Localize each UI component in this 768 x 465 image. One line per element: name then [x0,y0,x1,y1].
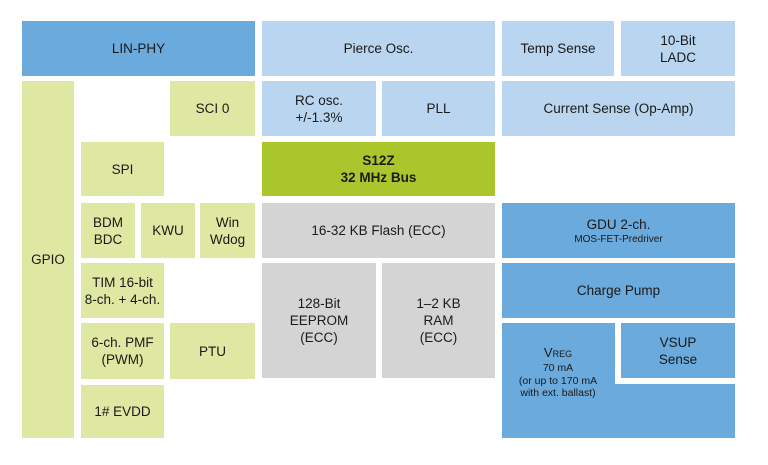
label: Pierce Osc. [343,41,414,56]
evdd-block: 1# EVDD [81,385,164,438]
win-wdog-block: Win Wdog [200,203,255,258]
label: BDC [93,231,123,247]
label: Wdog [209,231,246,247]
gpio-block: GPIO [22,81,74,438]
label: 70 mA [542,362,574,374]
label: Win [215,214,240,230]
label: TIM 16-bit [92,274,153,290]
temp-sense-block: Temp Sense [502,21,614,76]
sci0-block: SCI 0 [170,81,255,136]
label: 1–2 KB [416,296,461,311]
flash-block: 16-32 KB Flash (ECC) [262,203,495,258]
label: S12Z [362,153,395,168]
label: with ext. ballast) [520,387,596,399]
label: (ECC) [300,330,338,345]
label: SCI 0 [195,101,230,116]
label: +/-1.3% [295,109,343,125]
label: 10-Bit [660,32,696,48]
current-sense-block: Current Sense (Op-Amp) [502,81,735,136]
label: RAM [423,313,454,328]
label: SPI [111,161,134,177]
label: MOS-FET-Predriver [574,233,663,245]
label: KWU [152,223,184,238]
gdu-block: GDU 2-ch. MOS-FET-Predriver [502,203,735,258]
bdm-bdc-block: BDM BDC [81,203,135,258]
label: Current Sense (Op-Amp) [543,101,694,116]
vsup-sense-block: VSUP Sense [615,323,735,384]
spi-block: SPI [81,142,164,196]
label: V [543,345,553,360]
pll-block: PLL [382,81,495,136]
eeprom-block: 128-Bit EEPROM (ECC) [262,263,376,378]
label: 16-32 KB Flash (ECC) [311,223,446,238]
label: BDM [93,214,123,230]
label: 128-Bit [297,296,341,311]
pierce-osc-block: Pierce Osc. [262,21,495,76]
ram-block: 1–2 KB RAM (ECC) [382,263,495,378]
ptu-block: PTU [170,323,255,379]
label: Sense [658,351,698,367]
label: GDU 2-ch. [586,216,651,232]
tim-block: TIM 16-bit 8-ch. + 4-ch. [81,263,164,318]
label: Temp Sense [520,41,596,56]
label: Charge Pump [576,283,661,298]
label: REG [552,349,573,359]
label: LIN-PHY [111,41,166,56]
label: 8-ch. + 4-ch. [84,291,161,307]
label: 1# EVDD [94,404,151,419]
label: PTU [199,343,226,359]
kwu-block: KWU [141,203,195,258]
charge-pump-block: Charge Pump [502,263,735,318]
rc-osc-block: RC osc. +/-1.3% [262,81,376,136]
vreg-title: VREG [502,345,614,362]
ladc-block: 10-Bit LADC [621,21,735,76]
label: GPIO [31,252,65,267]
label: (PWM) [101,352,144,367]
label: 6-ch. PMF [91,335,154,350]
lin-phy-block: LIN-PHY [22,21,255,76]
label: VSUP [659,334,697,350]
label: LADC [659,49,696,65]
label: (ECC) [419,330,458,345]
s12z-core-block: S12Z 32 MHz Bus [262,142,495,196]
label: (or up to 170 mA [518,374,598,387]
label: EEPROM [289,313,349,328]
pmf-block: 6-ch. PMF (PWM) [81,323,164,379]
label: PLL [426,101,451,116]
label: 32 MHz Bus [340,170,417,185]
label: RC osc. [294,92,343,108]
